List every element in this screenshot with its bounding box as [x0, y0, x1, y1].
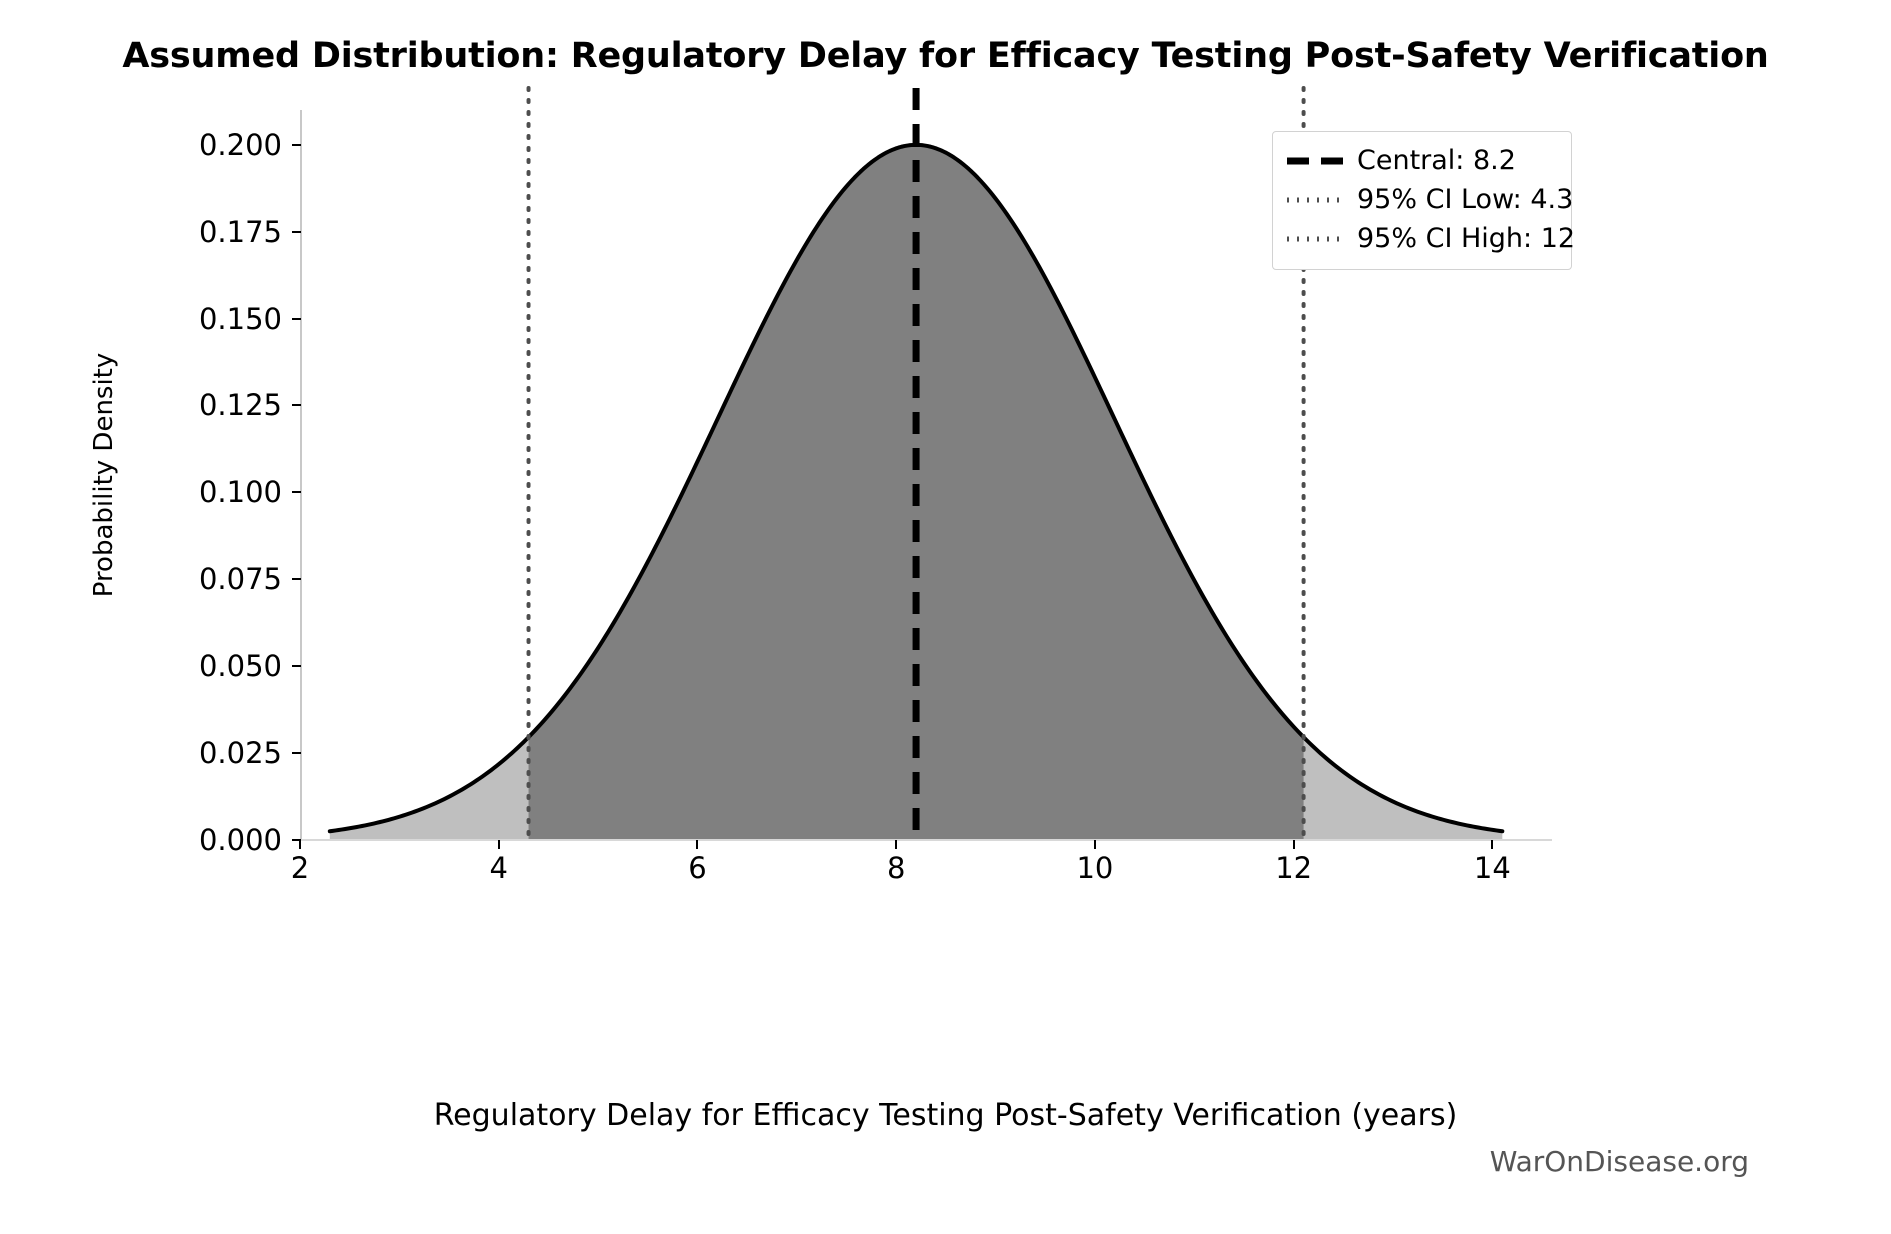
y-tick-label: 0.125 [198, 388, 282, 423]
plot-area [300, 86, 1552, 842]
page-title: Assumed Distribution: Regulatory Delay f… [122, 36, 1769, 76]
y-tick-mark [292, 404, 301, 407]
x-tick-mark [1093, 840, 1096, 849]
y-axis-label: Probability Density [89, 352, 119, 598]
y-tick-label: 0.175 [198, 214, 282, 249]
distribution-plot-svg [327, 86, 1505, 842]
x-tick-mark [895, 840, 898, 849]
y-axis-spine [300, 110, 302, 840]
legend-item-central[interactable]: Central: 8.2 [1285, 141, 1559, 180]
y-tick-mark [292, 143, 301, 146]
x-tick-label: 12 [1275, 851, 1313, 885]
legend-item-ci-high[interactable]: 95% CI High: 12 [1285, 219, 1575, 258]
x-tick-label: 8 [886, 851, 906, 885]
y-tick-label: 0.200 [198, 127, 282, 162]
y-tick-mark [292, 491, 301, 494]
y-tick-label: 0.000 [198, 823, 282, 857]
x-tick-mark [696, 840, 699, 849]
dashed-line-key-icon [1285, 151, 1345, 171]
x-tick-label: 6 [688, 851, 707, 885]
x-tick-label: 4 [489, 851, 508, 885]
y-tick-mark [292, 665, 301, 668]
x-axis-label: Regulatory Delay for Efficacy Testing Po… [433, 1098, 1458, 1133]
y-tick-label: 0.100 [198, 475, 282, 510]
legend-label-central: Central: 8.2 [1357, 145, 1516, 176]
y-tick-mark [292, 317, 301, 320]
legend-label-ci-high: 95% CI High: 12 [1357, 223, 1576, 254]
x-tick-mark [497, 840, 500, 849]
x-tick-label: 2 [290, 851, 310, 885]
legend-item-ci-low[interactable]: 95% CI Low: 4.3 [1285, 180, 1573, 219]
dotted-line-key-icon [1285, 229, 1345, 249]
x-tick-label: 10 [1076, 851, 1114, 885]
y-tick-mark [292, 839, 301, 841]
legend-label-ci-low: 95% CI Low: 4.3 [1357, 184, 1574, 215]
x-tick-mark [1292, 840, 1295, 849]
y-tick-label: 0.050 [198, 649, 282, 684]
x-tick-label: 14 [1473, 851, 1511, 885]
watermark: WarOnDisease.org [1489, 1145, 1749, 1178]
y-tick-label: 0.150 [198, 301, 282, 336]
x-tick-mark [299, 840, 301, 849]
legend: Central: 8.2 95% CI Low: 4.3 95% CI High… [1272, 131, 1575, 270]
y-tick-label: 0.025 [198, 736, 282, 771]
x-axis-spine [300, 839, 1552, 841]
y-tick-label: 0.075 [198, 562, 282, 597]
y-tick-mark [292, 752, 301, 755]
y-tick-mark [292, 578, 301, 581]
y-tick-mark [292, 230, 301, 233]
dotted-line-key-icon [1285, 190, 1345, 210]
x-tick-mark [1491, 840, 1494, 849]
